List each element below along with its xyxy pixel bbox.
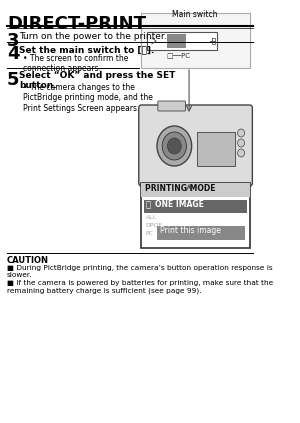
Text: ■ If the camera is powered by batteries for printing, make sure that the
remaini: ■ If the camera is powered by batteries … [7,280,273,294]
FancyBboxPatch shape [167,34,187,48]
FancyBboxPatch shape [139,105,252,186]
Text: PC: PC [146,231,154,236]
Circle shape [162,132,187,160]
Text: • The camera changes to the
PictBridge printing mode, and the
Print Settings Scr: • The camera changes to the PictBridge p… [22,83,152,113]
FancyBboxPatch shape [197,132,235,166]
Text: CAUTION: CAUTION [7,256,49,265]
Text: ■ During PictBridge printing, the camera’s button operation response is
slower.: ■ During PictBridge printing, the camera… [7,265,273,278]
FancyBboxPatch shape [141,13,250,68]
Circle shape [238,129,244,137]
Text: DPOF: DPOF [146,223,163,228]
FancyBboxPatch shape [158,101,186,111]
Text: • The screen to confirm the
connection appears.: • The screen to confirm the connection a… [22,54,128,74]
Text: Set the main switch to [⌹].: Set the main switch to [⌹]. [19,45,154,54]
Circle shape [238,139,244,147]
Circle shape [157,126,192,166]
FancyBboxPatch shape [144,200,247,213]
Text: Print this image: Print this image [160,226,221,235]
Circle shape [238,149,244,157]
Text: 3: 3 [7,32,20,50]
Text: 4: 4 [7,45,20,63]
Circle shape [167,138,181,154]
FancyBboxPatch shape [141,183,250,197]
Text: PRINTING MODE: PRINTING MODE [145,184,215,193]
Text: Main switch: Main switch [172,10,217,19]
FancyBboxPatch shape [147,32,217,50]
Text: 5: 5 [7,71,20,89]
Text: ONE IMAGE: ONE IMAGE [155,200,204,209]
FancyBboxPatch shape [157,226,244,240]
Text: Turn on the power to the printer.: Turn on the power to the printer. [19,32,167,41]
FancyBboxPatch shape [141,183,250,248]
Text: Select “OK” and press the SET
button.: Select “OK” and press the SET button. [19,71,175,91]
Text: ALL: ALL [146,215,157,220]
Text: □──PC: □──PC [167,52,191,58]
Text: ⎙: ⎙ [146,200,151,209]
Text: DIRECT-PRINT: DIRECT-PRINT [7,15,146,33]
